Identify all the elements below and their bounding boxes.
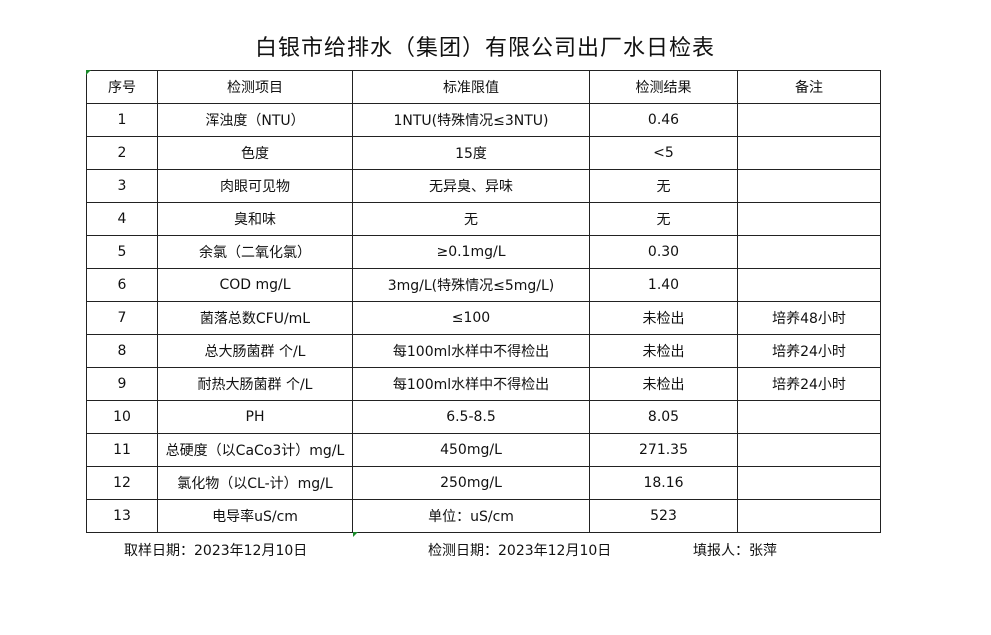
standard-limit-cell[interactable]: 6.5-8.5 (352, 400, 590, 434)
standard-limit-cell[interactable]: 每100ml水样中不得检出 (352, 334, 590, 368)
remark-cell[interactable]: 培养48小时 (737, 301, 881, 335)
remark-cell[interactable] (737, 466, 881, 500)
standard-limit-cell[interactable]: 3mg/L(特殊情况≤5mg/L) (352, 268, 590, 302)
row-number-cell[interactable]: 1 (86, 103, 158, 137)
header-cell[interactable]: 备注 (737, 70, 881, 104)
remark-cell[interactable]: 培养24小时 (737, 367, 881, 401)
test-item-cell[interactable]: 总大肠菌群 个/L (157, 334, 353, 368)
test-item-cell[interactable]: 耐热大肠菌群 个/L (157, 367, 353, 401)
test-result-cell[interactable]: 未检出 (589, 301, 738, 335)
test-item-cell[interactable]: 氯化物（以CL-计）mg/L (157, 466, 353, 500)
page-title: 白银市给排水（集团）有限公司出厂水日检表 (254, 36, 715, 61)
standard-limit-cell[interactable]: 250mg/L (352, 466, 590, 500)
remark-cell[interactable] (737, 235, 881, 269)
row-number-cell[interactable]: 9 (86, 367, 158, 401)
table-row: 3 肉眼可见物 无异臭、异味无 (86, 169, 881, 203)
test-item-cell[interactable]: 总硬度（以CaCo3计）mg/L (157, 433, 353, 467)
remark-cell[interactable] (737, 169, 881, 203)
table-row: 6 COD mg/L 3mg/L(特殊情况≤5mg/L) 1.40 (86, 268, 881, 302)
test-item-cell[interactable]: 肉眼可见物 (157, 169, 353, 203)
table-row: 12 氯化物（以CL-计）mg/L 250mg/L 18.16 (86, 466, 881, 500)
test-item-cell[interactable]: 余氯（二氧化氯） (157, 235, 353, 269)
test-result-cell[interactable]: 271.35 (589, 433, 738, 467)
remark-cell[interactable] (737, 202, 881, 236)
row-number-cell[interactable]: 5 (86, 235, 158, 269)
remark-cell[interactable]: 培养24小时 (737, 334, 881, 368)
test-result-cell[interactable]: 未检出 (589, 367, 738, 401)
standard-limit-cell[interactable]: 单位：uS/cm (352, 499, 590, 533)
table-row: 4 臭和味无无 (86, 202, 881, 236)
row-number-cell[interactable]: 3 (86, 169, 158, 203)
table-row: 10 PH 6.5-8.5 8.05 (86, 400, 881, 434)
standard-limit-cell[interactable]: 450mg/L (352, 433, 590, 467)
water-quality-table: 序号 检测项目 标准限值 检测结果 备注 1 浑浊度（NTU） 1NTU(特殊情况≤… (86, 70, 881, 533)
reporter: 填报人：张萍 (693, 543, 777, 559)
table-row: 8 总大肠菌群 个/L 每100ml水样中不得检出 未检出 培养24小时 (86, 334, 881, 368)
sampling-date: 取样日期：2023年12月10日 (124, 543, 308, 559)
row-number-cell[interactable]: 8 (86, 334, 158, 368)
remark-cell[interactable] (737, 268, 881, 302)
standard-limit-cell[interactable]: 15度 (352, 136, 590, 170)
test-result-cell[interactable]: <5 (589, 136, 738, 170)
test-item-cell[interactable]: 臭和味 (157, 202, 353, 236)
table-row: 1 浑浊度（NTU） 1NTU(特殊情况≤3NTU) 0.46 (86, 103, 881, 137)
row-number-cell[interactable]: 13 (86, 499, 158, 533)
test-result-cell[interactable]: 无 (589, 169, 738, 203)
test-date: 检测日期：2023年12月10日 (428, 543, 612, 559)
standard-limit-cell[interactable]: 无 (352, 202, 590, 236)
header-cell[interactable]: 序号 (86, 70, 158, 104)
table-row: 2 色度 15度 <5 (86, 136, 881, 170)
row-number-cell[interactable]: 4 (86, 202, 158, 236)
row-number-cell[interactable]: 10 (86, 400, 158, 434)
test-result-cell[interactable]: 0.46 (589, 103, 738, 137)
standard-limit-cell[interactable]: 1NTU(特殊情况≤3NTU) (352, 103, 590, 137)
table-row: 13 电导率uS/cm 单位：uS/cm 523 (86, 499, 881, 533)
standard-limit-cell[interactable]: 无异臭、异味 (352, 169, 590, 203)
header-cell[interactable]: 检测项目 (157, 70, 353, 104)
standard-limit-cell[interactable]: 每100ml水样中不得检出 (352, 367, 590, 401)
remark-cell[interactable] (737, 400, 881, 434)
test-item-cell[interactable]: COD mg/L (157, 268, 353, 302)
table-row: 11 总硬度（以CaCo3计）mg/L 450mg/L 271.35 (86, 433, 881, 467)
test-result-cell[interactable]: 1.40 (589, 268, 738, 302)
row-number-cell[interactable]: 12 (86, 466, 158, 500)
table-row: 5 余氯（二氧化氯） ≥0.1mg/L 0.30 (86, 235, 881, 269)
remark-cell[interactable] (737, 103, 881, 137)
test-result-cell[interactable]: 0.30 (589, 235, 738, 269)
row-number-cell[interactable]: 11 (86, 433, 158, 467)
standard-limit-cell[interactable]: ≤100 (352, 301, 590, 335)
remark-cell[interactable] (737, 136, 881, 170)
test-item-cell[interactable]: 菌落总数CFU/mL (157, 301, 353, 335)
remark-cell[interactable] (737, 499, 881, 533)
test-result-cell[interactable]: 18.16 (589, 466, 738, 500)
test-result-cell[interactable]: 未检出 (589, 334, 738, 368)
cell-marker (86, 70, 91, 75)
table-header-row: 序号 检测项目 标准限值 检测结果 备注 (86, 70, 881, 104)
test-item-cell[interactable]: PH (157, 400, 353, 434)
table-row: 7 菌落总数CFU/mL ≤100 未检出 培养48小时 (86, 301, 881, 335)
test-item-cell[interactable]: 色度 (157, 136, 353, 170)
test-result-cell[interactable]: 523 (589, 499, 738, 533)
row-number-cell[interactable]: 6 (86, 268, 158, 302)
test-result-cell[interactable]: 8.05 (589, 400, 738, 434)
table-row: 9 耐热大肠菌群 个/L 每100ml水样中不得检出 未检出 培养24小时 (86, 367, 881, 401)
cell-marker (353, 532, 358, 537)
row-number-cell[interactable]: 2 (86, 136, 158, 170)
test-item-cell[interactable]: 电导率uS/cm (157, 499, 353, 533)
test-result-cell[interactable]: 无 (589, 202, 738, 236)
test-item-cell[interactable]: 浑浊度（NTU） (157, 103, 353, 137)
header-cell[interactable]: 标准限值 (352, 70, 590, 104)
standard-limit-cell[interactable]: ≥0.1mg/L (352, 235, 590, 269)
header-cell[interactable]: 检测结果 (589, 70, 738, 104)
remark-cell[interactable] (737, 433, 881, 467)
row-number-cell[interactable]: 7 (86, 301, 158, 335)
